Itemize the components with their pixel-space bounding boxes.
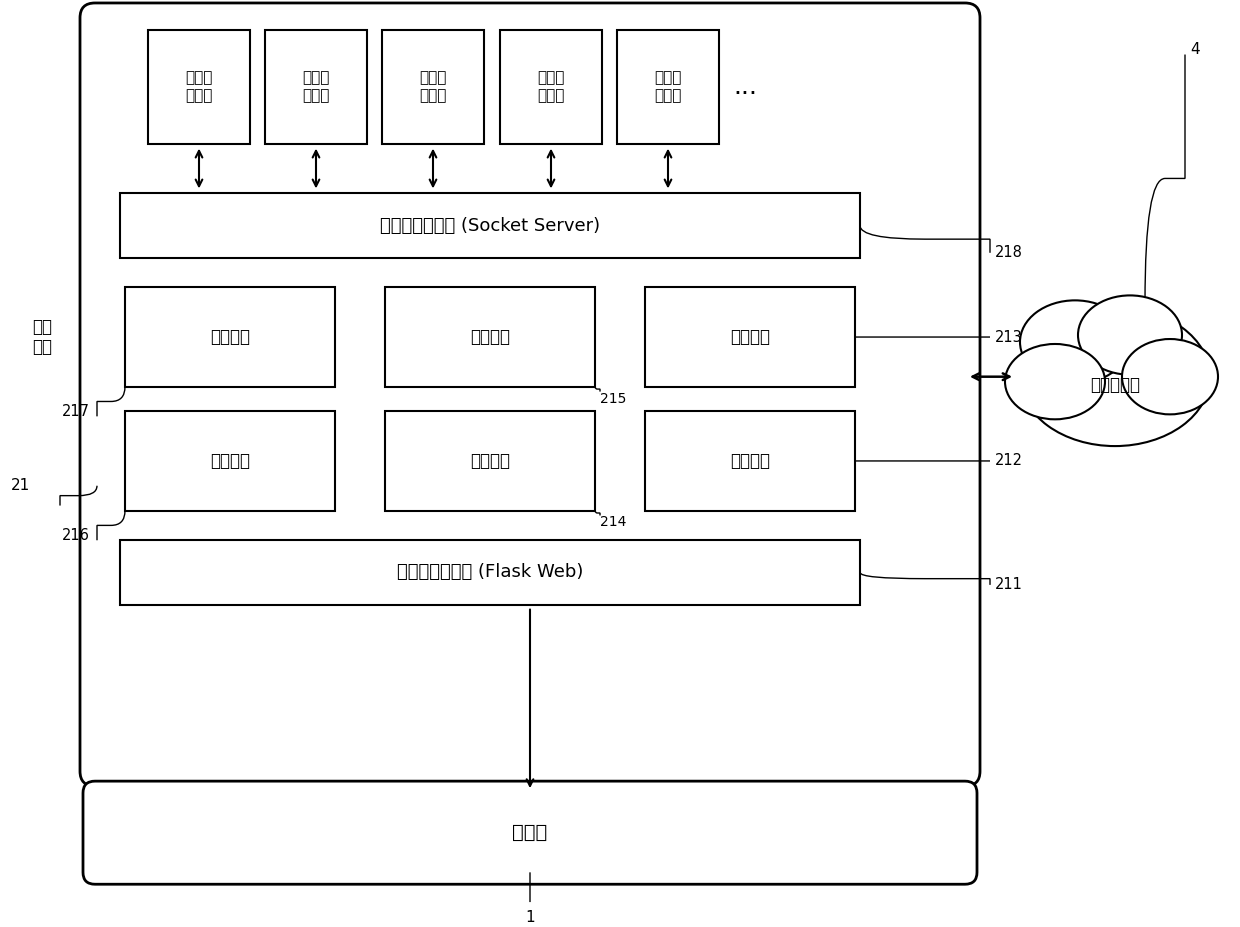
Bar (265, 30, 367, 144)
Text: 插件端心跳模块 (Socket Server): 插件端心跳模块 (Socket Server) (379, 217, 600, 235)
Text: 4: 4 (1190, 42, 1199, 57)
Text: 配置模块: 配置模块 (210, 328, 250, 346)
Bar (618, 30, 719, 144)
Bar (384, 412, 595, 511)
Text: 213: 213 (994, 329, 1023, 345)
Text: 审计模块: 审计模块 (210, 452, 250, 470)
Bar (382, 30, 484, 144)
Text: 网络控
制插件: 网络控 制插件 (419, 70, 446, 103)
Ellipse shape (1004, 344, 1105, 419)
Ellipse shape (1021, 308, 1210, 446)
Text: 216: 216 (62, 527, 91, 543)
Text: 本地数据库: 本地数据库 (1090, 375, 1140, 394)
Text: 注册模块: 注册模块 (470, 328, 510, 346)
Bar (384, 287, 595, 387)
Text: 212: 212 (994, 453, 1023, 468)
Text: 外设控
制插件: 外设控 制插件 (185, 70, 213, 103)
Bar (645, 412, 856, 511)
Text: 补丁模块: 补丁模块 (730, 452, 770, 470)
Text: 服务端: 服务端 (512, 823, 548, 843)
FancyBboxPatch shape (81, 3, 980, 786)
Text: 211: 211 (994, 578, 1023, 592)
Text: 215: 215 (600, 391, 626, 405)
Text: 1: 1 (526, 910, 534, 925)
Text: 控制模块: 控制模块 (470, 452, 510, 470)
Text: 插件
容器: 插件 容器 (32, 318, 52, 357)
Bar (125, 287, 335, 387)
Text: 策略模块: 策略模块 (730, 328, 770, 346)
Text: 218: 218 (994, 246, 1023, 260)
Ellipse shape (1122, 339, 1218, 414)
Text: 服务端心跳模块 (Flask Web): 服务端心跳模块 (Flask Web) (397, 564, 583, 581)
Text: 21: 21 (10, 478, 30, 493)
FancyBboxPatch shape (83, 781, 977, 884)
Bar (120, 194, 861, 258)
Bar (148, 30, 250, 144)
Ellipse shape (1021, 300, 1130, 384)
Ellipse shape (1078, 296, 1182, 375)
Text: 软件控
制插件: 软件控 制插件 (303, 70, 330, 103)
Text: 文件控
制插件: 文件控 制插件 (655, 70, 682, 103)
Bar (125, 412, 335, 511)
Text: 违规外
联插件: 违规外 联插件 (537, 70, 564, 103)
Bar (500, 30, 601, 144)
Bar (120, 540, 861, 604)
Text: 217: 217 (62, 404, 91, 419)
Text: 214: 214 (600, 515, 626, 529)
Text: ...: ... (733, 75, 756, 99)
Bar (645, 287, 856, 387)
